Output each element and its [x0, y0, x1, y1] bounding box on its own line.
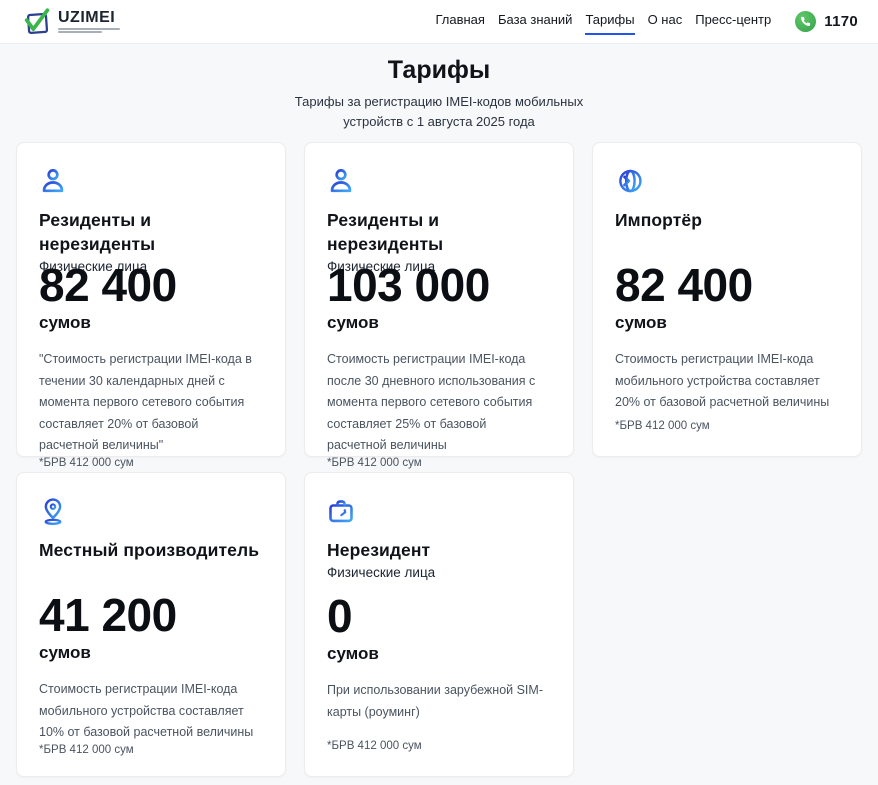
page-subtitle-line1: Тарифы за регистрацию IMEI-кодов мобильн… [294, 94, 584, 109]
card-subtitle: Физические лица [39, 259, 148, 274]
card-description: При использовании зарубежной SIM-карты (… [327, 683, 543, 719]
tariff-card-residents-after30days: Резиденты и нерезиденты Физические лица … [304, 142, 574, 469]
tariff-cards-grid: Резиденты и нерезиденты Физические лица … [16, 142, 862, 777]
page-subtitle: Тарифы за регистрацию IMEI-кодов мобильн… [0, 92, 878, 132]
tariff-card-residents-30days: Резиденты и нерезиденты Физические лица … [16, 142, 286, 469]
card-description: "Стоимость регистрации IMEI-кода в течен… [39, 352, 252, 452]
main-nav: Главная База знаний Тарифы О нас Пресс-ц… [435, 9, 858, 35]
card-title: Резиденты и нерезиденты [39, 210, 156, 254]
nav-item-press-centr[interactable]: Пресс-центр [695, 11, 772, 27]
card-price: 41 200 [39, 589, 177, 641]
page-subtitle-line2: устройств с 1 августа 2025 года [343, 114, 535, 129]
logo-tagline [58, 27, 120, 34]
page-title: Тарифы [387, 56, 491, 84]
uzimei-logo-icon [22, 7, 54, 37]
card-subtitle: Физические лица [327, 259, 436, 274]
card-footnote: *БРВ 412 000 сум [615, 420, 710, 432]
nav-item-baza-znaniy[interactable]: База знаний [497, 11, 573, 27]
top-navbar: UZIMEI Главная База знаний Тарифы О нас … [0, 0, 878, 44]
card-title: Резиденты и нерезиденты [327, 210, 444, 254]
phone-link[interactable]: 1170 [795, 11, 858, 32]
card-footnote: *БРВ 412 000 сум [327, 740, 422, 752]
hero-section: Тарифы Тарифы за регистрацию IMEI-кодов … [0, 44, 878, 132]
card-title: Импортёр [615, 210, 703, 230]
card-price: 0 [327, 590, 353, 642]
card-footnote: *БРВ 412 000 сум [39, 456, 134, 469]
tariff-card-importer: Импортёр 82 400 сумов Стоимость регистра… [592, 142, 862, 457]
phone-icon [795, 11, 817, 32]
card-subtitle: Физические лица [327, 565, 436, 580]
import-globe-icon [615, 167, 643, 195]
nav-item-glavnaya[interactable]: Главная [435, 11, 485, 27]
user-icon [327, 167, 355, 195]
card-footnote: *БРВ 412 000 сум [39, 743, 134, 756]
location-pin-icon [39, 497, 67, 525]
user-icon [39, 167, 67, 195]
uzimei-logo[interactable]: UZIMEI [22, 7, 120, 37]
briefcase-icon [327, 497, 355, 525]
card-price: 103 000 [327, 259, 490, 311]
nav-item-tarify[interactable]: Тарифы [585, 9, 635, 35]
card-title: Нерезидент [327, 540, 431, 560]
card-description: Стоимость регистрации IMEI-кода мобильно… [39, 682, 254, 739]
tariff-card-local-manufacturer: Местный производитель 41 200 сумов Стоим… [16, 472, 286, 777]
nav-item-o-nas[interactable]: О нас [647, 11, 683, 27]
card-title: Местный производитель [39, 540, 260, 560]
card-description: Стоимость регистрации IMEI-кода мобильно… [615, 352, 830, 409]
card-currency: сумов [327, 313, 379, 332]
card-price: 82 400 [615, 259, 753, 311]
card-currency: сумов [615, 313, 667, 332]
tariff-card-nonresident: Нерезидент Физические лица 0 сумов При и… [304, 472, 574, 777]
card-price: 82 400 [39, 259, 177, 311]
phone-number: 1170 [824, 13, 858, 30]
logo-text: UZIMEI [58, 8, 116, 26]
card-currency: сумов [39, 313, 91, 332]
card-footnote: *БРВ 412 000 сум [327, 456, 422, 469]
card-currency: сумов [327, 644, 379, 663]
card-currency: сумов [39, 643, 91, 662]
card-description: Стоимость регистрации IMEI-кода после 30… [327, 352, 536, 452]
